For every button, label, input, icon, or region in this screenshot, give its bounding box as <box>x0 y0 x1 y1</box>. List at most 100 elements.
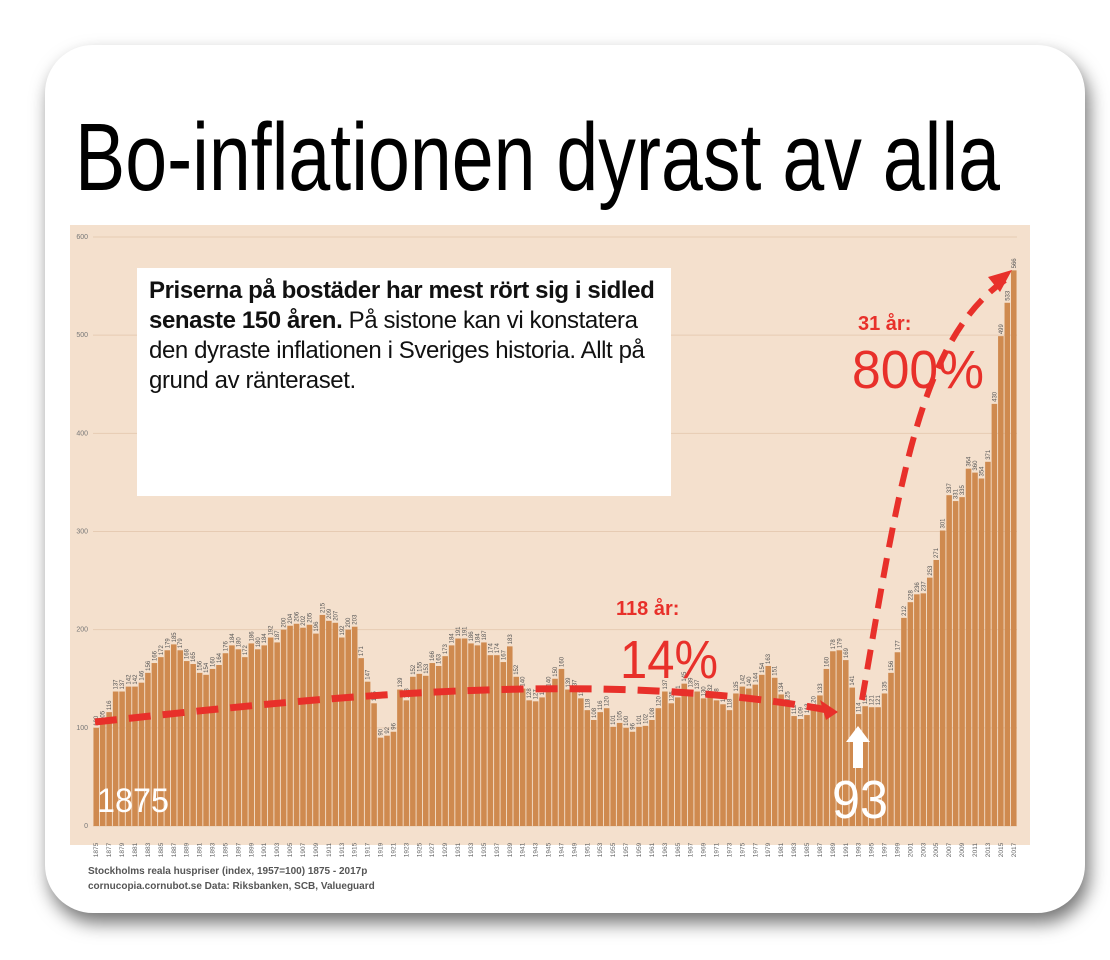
x-tick-label: 1909 <box>313 842 320 857</box>
bar <box>358 658 364 826</box>
x-tick-label: 1877 <box>106 842 113 857</box>
bar <box>733 693 739 826</box>
value-label: 140 <box>547 676 553 687</box>
value-label: 137 <box>120 679 126 690</box>
bar <box>364 681 371 826</box>
x-tick-label: 1907 <box>300 842 307 857</box>
bar <box>513 676 520 826</box>
bar <box>707 696 713 826</box>
bar <box>636 726 642 826</box>
bar <box>836 650 843 826</box>
value-label: 96 <box>631 722 637 729</box>
bar <box>261 645 268 826</box>
x-tick-label: 1947 <box>558 842 565 857</box>
value-label: 184 <box>475 633 481 644</box>
annotation: 800% <box>852 340 984 400</box>
bar <box>875 707 881 826</box>
value-label: 236 <box>915 582 921 593</box>
bar <box>713 700 720 826</box>
value-label: 102 <box>643 713 649 724</box>
bar <box>519 688 526 826</box>
x-tick-label: 1925 <box>416 842 423 857</box>
annotation: 118 år: <box>616 597 679 620</box>
x-tick-label: 1987 <box>817 842 824 857</box>
bar <box>138 682 145 826</box>
value-label: 192 <box>269 625 275 636</box>
value-label: 112 <box>792 704 798 714</box>
x-tick-label: 2017 <box>1011 842 1018 857</box>
x-tick-label: 1933 <box>468 842 475 857</box>
x-tick-label: 1927 <box>429 842 436 857</box>
bar <box>545 688 552 826</box>
bar <box>746 688 752 826</box>
value-label: 134 <box>779 682 785 693</box>
bar <box>532 701 539 826</box>
bar <box>842 660 849 826</box>
bar <box>229 645 235 826</box>
x-tick-label: 1991 <box>843 842 850 857</box>
bar <box>590 719 597 826</box>
value-label: 114 <box>857 702 863 712</box>
bar <box>151 663 158 826</box>
bar <box>926 577 933 826</box>
bar <box>319 614 326 826</box>
value-label: 184 <box>450 633 456 644</box>
bar <box>901 617 907 826</box>
x-tick-label: 1957 <box>623 842 630 857</box>
x-tick-label: 1989 <box>830 842 837 857</box>
x-tick-label: 1977 <box>752 842 759 857</box>
value-label: 139 <box>566 677 572 688</box>
value-label: 202 <box>301 615 307 626</box>
x-tick-label: 1969 <box>701 842 708 857</box>
x-tick-label: 1985 <box>804 842 811 857</box>
value-label: 212 <box>902 605 908 616</box>
bar <box>106 712 112 826</box>
value-label: 206 <box>295 611 301 622</box>
value-label: 147 <box>366 669 372 680</box>
annotation: 14% <box>620 630 718 690</box>
bar <box>248 643 255 826</box>
value-label: 125 <box>786 691 792 702</box>
bar <box>125 686 132 826</box>
bar <box>416 673 423 826</box>
annotation: 1875 <box>97 782 169 820</box>
x-tick-label: 1917 <box>365 842 372 857</box>
x-tick-label: 1963 <box>662 842 669 857</box>
value-label: 169 <box>844 647 850 658</box>
x-tick-label: 1993 <box>856 842 863 857</box>
bar <box>119 691 125 826</box>
value-label: 150 <box>553 666 559 677</box>
trend-arrow <box>859 277 1007 701</box>
x-tick-label: 1931 <box>455 842 462 857</box>
bar <box>293 623 300 826</box>
bar <box>894 652 901 826</box>
x-tick-label: 1967 <box>688 842 695 857</box>
bar <box>455 638 461 826</box>
y-tick-label: 200 <box>76 627 88 634</box>
x-tick-label: 1905 <box>287 842 294 857</box>
bar <box>985 461 991 826</box>
value-label: 354 <box>979 466 985 477</box>
bar <box>907 602 914 826</box>
value-label: 179 <box>178 638 184 649</box>
bar <box>190 664 196 826</box>
x-tick-label: 1937 <box>494 842 501 857</box>
x-tick-label: 1879 <box>119 842 126 857</box>
bar <box>629 731 636 826</box>
value-label: 177 <box>895 640 901 651</box>
bar <box>797 718 804 826</box>
bar <box>99 722 106 826</box>
bar <box>603 708 610 826</box>
value-label: 137 <box>572 679 578 690</box>
value-label: 142 <box>740 674 746 685</box>
value-label: 187 <box>275 630 281 641</box>
bar <box>345 629 352 826</box>
x-tick-label: 1979 <box>765 842 772 857</box>
bar <box>804 715 810 826</box>
bar <box>145 672 151 826</box>
value-label: 154 <box>204 662 210 673</box>
value-label: 100 <box>624 715 630 726</box>
bar <box>280 629 287 826</box>
x-tick-label: 1943 <box>533 842 540 857</box>
value-label: 139 <box>398 677 404 688</box>
